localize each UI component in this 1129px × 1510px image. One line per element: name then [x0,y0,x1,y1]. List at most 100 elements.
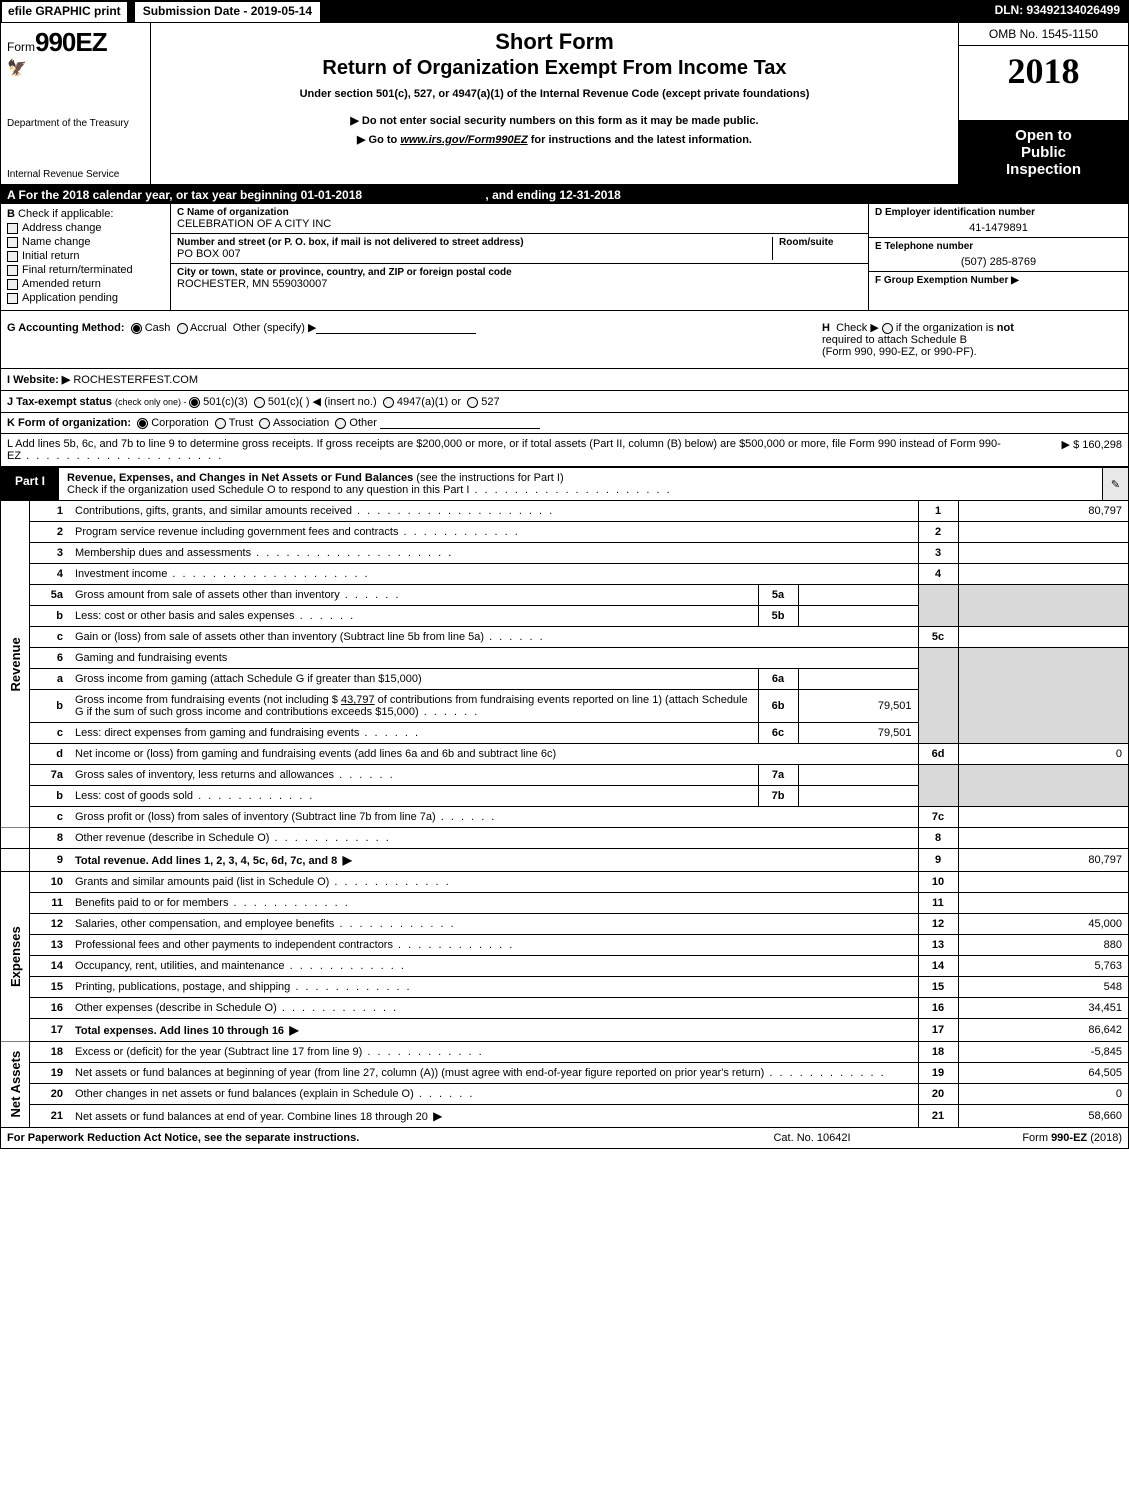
other-org-input[interactable] [380,417,540,429]
line-19: 19 Net assets or fund balances at beginn… [1,1063,1128,1084]
sub-no: 6b [758,690,798,723]
h-text2: if the organization is [896,322,997,334]
chk-address-change[interactable]: Address change [7,222,164,234]
ein-label: D Employer identification number [875,207,1122,218]
checkbox-icon[interactable] [7,251,18,262]
omb-number: OMB No. 1545-1150 [959,23,1128,46]
chk-name-change[interactable]: Name change [7,236,164,248]
ln-value [958,564,1128,585]
cat-no: Cat. No. 10642I [702,1132,922,1144]
section-h: H Check ▶ if the organization is not req… [822,321,1122,358]
ln-value: 5,763 [958,956,1128,977]
checkbox-icon[interactable] [7,293,18,304]
page-footer: For Paperwork Reduction Act Notice, see … [1,1127,1128,1148]
radio-trust[interactable] [215,418,226,429]
header-center: Short Form Return of Organization Exempt… [151,23,958,184]
ln-text: Investment income [75,568,370,580]
ein-value: 41-1479891 [875,218,1122,234]
line-13: 13 Professional fees and other payments … [1,935,1128,956]
ln-no: c [29,627,69,648]
form-number: Form990EZ [7,27,144,58]
ln-desc: Gross sales of inventory, less returns a… [69,765,758,786]
part-1-tag: Part I [1,468,59,500]
ln-text: Total revenue. Add lines 1, 2, 3, 4, 5c,… [75,855,354,867]
ln-col-no: 11 [918,893,958,914]
submission-date-label: Submission Date - 2019-05-14 [134,1,321,23]
section-b: B Check if applicable: Address change Na… [1,204,171,310]
schedule-o-checkbox[interactable]: ✎ [1102,468,1128,500]
checkbox-icon[interactable] [7,265,18,276]
city-value: ROCHESTER, MN 559030007 [177,278,862,290]
radio-4947[interactable] [383,397,394,408]
phone-label: E Telephone number [875,241,1122,252]
ln-text: Membership dues and assessments [75,547,453,559]
cash-label: Cash [145,322,171,334]
ln-no: d [29,744,69,765]
ln-col-no: 3 [918,543,958,564]
ln-no: 8 [29,828,69,849]
chk-final-return[interactable]: Final return/terminated [7,264,164,276]
ln-col-no: 5c [918,627,958,648]
form-ref-no: 990-EZ [1051,1132,1087,1144]
checkbox-icon[interactable] [7,279,18,290]
chk-application-pending[interactable]: Application pending [7,292,164,304]
ln-col-no: 14 [918,956,958,977]
ln-text: Gross profit or (loss) from sales of inv… [75,811,496,823]
ln-no: 17 [29,1019,69,1042]
ln-text: Net assets or fund balances at beginning… [75,1067,886,1079]
part-1-title: Revenue, Expenses, and Changes in Net As… [67,472,413,484]
ln-col-no: 15 [918,977,958,998]
radio-527[interactable] [467,397,478,408]
efile-print-button[interactable]: efile GRAPHIC print [1,1,128,23]
irs-link[interactable]: www.irs.gov/Form990EZ [400,134,527,146]
public: Public [961,144,1126,161]
checkbox-icon[interactable] [7,237,18,248]
ln-no: b [29,606,69,627]
org-address-cell: Number and street (or P. O. box, if mail… [171,234,868,264]
check-if-applicable: Check if applicable: [18,208,113,220]
ln-no: c [29,807,69,828]
org-name-cell: C Name of organization CELEBRATION OF A … [171,204,868,234]
ln-desc: Gross amount from sale of assets other t… [69,585,758,606]
ln-col-no: 18 [918,1042,958,1063]
goto-link-line: ▶ Go to www.irs.gov/Form990EZ for instru… [161,133,948,146]
radio-corporation[interactable] [137,418,148,429]
other-specify-input[interactable] [316,322,476,334]
grey-cell [918,648,958,744]
sub-value [798,765,918,786]
line-11: 11 Benefits paid to or for members 11 [1,893,1128,914]
h-text4: (Form 990, 990-EZ, or 990-PF). [822,346,977,358]
radio-501c3[interactable] [189,397,200,408]
radio-501c[interactable] [254,397,265,408]
ln-desc: Contributions, gifts, grants, and simila… [69,501,918,522]
ln-desc: Gain or (loss) from sale of assets other… [69,627,918,648]
section-b-through-f: B Check if applicable: Address change Na… [1,204,1128,311]
chk-label: Amended return [22,278,101,290]
radio-accrual[interactable] [177,323,188,334]
radio-cash[interactable] [131,323,142,334]
chk-label: Application pending [22,292,118,304]
chk-initial-return[interactable]: Initial return [7,250,164,262]
ln-desc: Other changes in net assets or fund bala… [69,1084,918,1105]
ln-col-no: 2 [918,522,958,543]
ln-desc: Membership dues and assessments [69,543,918,564]
chk-amended-return[interactable]: Amended return [7,278,164,290]
ln-col-no: 10 [918,872,958,893]
dln-label: DLN: 93492134026499 [987,1,1128,23]
ln-no: a [29,669,69,690]
form-ref: Form 990-EZ (2018) [922,1132,1122,1144]
ln-desc: Gross income from gaming (attach Schedul… [69,669,758,690]
opt-501c3: 501(c)(3) [203,396,248,408]
line-6d: d Net income or (loss) from gaming and f… [1,744,1128,765]
part-1-check: Check if the organization used Schedule … [67,484,469,496]
checkbox-icon[interactable] [7,223,18,234]
radio-association[interactable] [259,418,270,429]
line-16: 16 Other expenses (describe in Schedule … [1,998,1128,1019]
radio-schedule-b[interactable] [882,323,893,334]
row-a-mid: , and ending [482,188,559,202]
open-to: Open to [961,127,1126,144]
ln-desc: Less: cost or other basis and sales expe… [69,606,758,627]
radio-other-org[interactable] [335,418,346,429]
g-label: G Accounting Method: [7,322,125,334]
group-exemption-cell: F Group Exemption Number ▶ [869,272,1128,289]
